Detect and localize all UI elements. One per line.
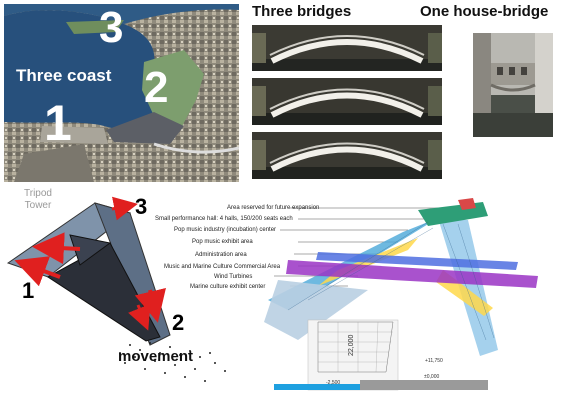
aerial-zone-1-label: 1 xyxy=(44,95,72,151)
program-label-administration: Administration area xyxy=(195,252,247,258)
movement-label: movement xyxy=(118,348,194,365)
tripod-leg-2-label: 2 xyxy=(172,310,185,335)
section-top-level: +11,750 xyxy=(425,358,443,364)
tripod-structure xyxy=(6,196,226,382)
aerial-zone-2-label: 2 xyxy=(144,63,169,112)
section-zero-level: ±0,000 xyxy=(424,374,440,380)
program-label-exhibit-area: Pop music exhibit area xyxy=(192,239,253,245)
aerial-photo: 3 2 1 Three coast xyxy=(4,4,239,182)
house-bridge-photo xyxy=(473,33,553,137)
sea-strip xyxy=(274,384,360,390)
program-label-incubation-center: Pop music industry (incubation) center xyxy=(174,227,277,233)
section-water-level: -2,500 xyxy=(326,380,341,386)
tripod-tower-label: Tripod Tower xyxy=(24,188,52,211)
program-label-expansion: Area reserved for future expansion xyxy=(227,205,320,211)
program-label-marine-center: Marine culture exhibit center xyxy=(190,284,266,290)
ground-strip xyxy=(360,380,488,390)
aerial-caption: Three coast xyxy=(16,66,112,85)
program-label-commercial: Music and Marine Culture Commercial Area xyxy=(164,264,281,270)
bridge-photo-1 xyxy=(252,25,442,71)
aerial-map xyxy=(4,4,239,182)
three-bridges-title: Three bridges xyxy=(252,3,352,20)
tripod-leg-3-label: 3 xyxy=(135,194,148,219)
program-3d-model xyxy=(264,198,538,391)
house-bridge-title: One house-bridge xyxy=(420,3,549,20)
section-height-label: 22,000 xyxy=(348,334,355,356)
bridge-photo-3 xyxy=(252,132,442,179)
tripod-leg-1-label: 1 xyxy=(22,278,35,303)
program-label-wind-turbines: Wind Turbines xyxy=(214,274,253,280)
aerial-zone-3-label: 3 xyxy=(99,4,124,52)
program-label-performance-hall: Small performance hall: 4 halls, 150/200… xyxy=(155,216,293,222)
bridge-photo-2 xyxy=(252,78,442,125)
